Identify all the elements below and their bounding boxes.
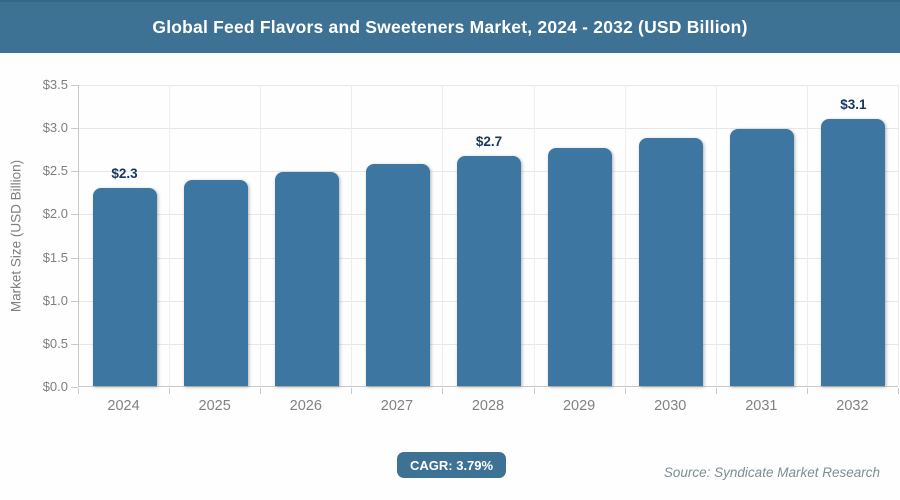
x-axis-tick [624,388,626,394]
category-gridline [898,85,899,386]
y-axis-tick-label: $3.5 [42,77,68,92]
cagr-badge: CAGR: 3.79% [397,452,507,478]
category-gridline [806,85,808,386]
y-axis-tick [71,387,78,388]
y-gridline [79,128,898,130]
x-axis-tick [442,388,444,394]
bar-2028[interactable] [457,156,521,386]
bar-2030[interactable] [639,138,704,386]
y-axis-tick [71,300,78,302]
bar-value-label: $2.7 [475,134,503,150]
y-axis-tick [71,128,78,130]
y-axis-tick-label: $2.0 [42,206,68,222]
x-axis-label-2026: 2026 [289,398,322,414]
y-axis-tick [71,214,78,216]
x-axis-tick [806,388,808,394]
x-axis-label-2027: 2027 [380,398,414,414]
x-axis-tick [898,388,899,394]
x-axis-tick [715,388,717,394]
source-attribution: Source: Syndicate Market Research [663,465,880,480]
chart-region: Market Size (USD Billion) $2.3 $2.7 $3.1 C… [0,53,900,500]
x-axis-label-2030: 2030 [654,398,687,414]
x-axis-tick [169,388,171,394]
bar-2025[interactable] [183,179,248,386]
bar-2029[interactable] [548,147,613,386]
chart-title-bar: Global Feed Flavors and Sweeteners Marke… [0,0,900,53]
bar-value-label: $3.1 [840,96,867,112]
bar-2026[interactable] [274,172,339,386]
category-gridline [442,85,444,386]
category-gridline [169,85,171,386]
y-axis-tick [71,343,78,345]
category-gridline [351,85,353,386]
x-axis-tick [260,388,262,394]
y-axis-tick [71,171,78,173]
category-gridline [260,85,262,386]
y-axis-tick [71,85,78,86]
y-axis-tick-label: $2.5 [42,163,68,179]
bar-value-label: $2.3 [111,165,138,181]
y-gridline [79,85,898,86]
bar-2024[interactable] [92,187,157,386]
bar-2032[interactable] [821,118,886,386]
x-axis-tick [78,388,79,394]
x-axis-label-2032: 2032 [836,398,869,414]
bar-2031[interactable] [730,128,795,386]
y-axis-tick-label: $0.5 [42,335,68,351]
x-axis-label-2029: 2029 [562,398,596,414]
x-axis-label-2025: 2025 [198,398,231,414]
y-axis-tick-label: $1.0 [42,292,68,308]
y-axis-tick [71,257,78,259]
y-axis-tick-label: $3.0 [42,120,68,136]
x-axis-label-2024: 2024 [107,398,140,414]
plot-area: $2.3 $2.7 $3.1 [78,85,899,387]
bar-2027[interactable] [365,164,430,386]
x-axis-label-2028: 2028 [471,398,505,414]
x-axis-label-2031: 2031 [745,398,778,414]
category-gridline [533,85,535,386]
chart-title: Global Feed Flavors and Sweeteners Marke… [152,17,748,37]
y-axis-tick-label: $0.0 [42,379,68,394]
x-axis-tick [533,388,535,394]
y-axis-tick-label: $1.5 [42,249,68,265]
category-gridline [715,85,717,386]
y-axis-title: Market Size (USD Billion) [8,159,24,313]
x-axis-tick [351,388,353,394]
category-gridline [624,85,626,386]
